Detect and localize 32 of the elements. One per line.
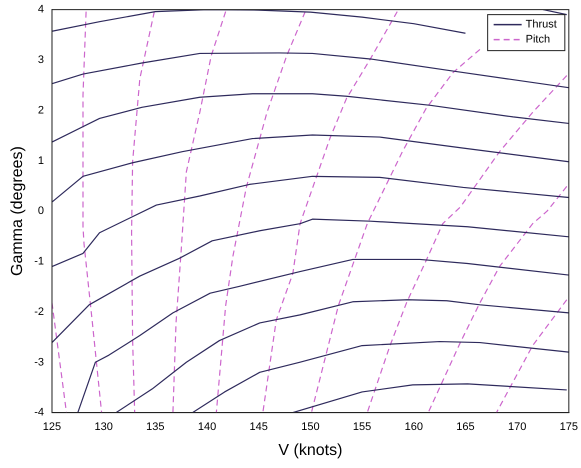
y-axis-title: Gamma (degrees) — [9, 146, 26, 276]
y-tick-label: 4 — [38, 4, 44, 16]
line-series — [216, 11, 306, 413]
legend-label: Pitch — [526, 34, 550, 46]
x-tick-label: 160 — [404, 421, 423, 434]
y-tick-label: -4 — [34, 406, 44, 419]
x-tick-label: 165 — [456, 421, 475, 434]
line-series — [262, 11, 398, 413]
line-series — [130, 11, 155, 413]
x-tick-label: 140 — [198, 421, 216, 434]
legend-label: Thrust — [526, 18, 557, 31]
x-tick-label: 145 — [250, 421, 268, 434]
line-series — [428, 186, 568, 413]
line-series — [172, 11, 226, 413]
x-tick-label: 175 — [560, 421, 578, 434]
x-axis-title: V (knots) — [278, 442, 342, 459]
line-series — [310, 48, 481, 413]
x-tick-label: 155 — [352, 421, 372, 434]
line-series — [82, 11, 102, 413]
y-tick-label: 2 — [38, 104, 44, 116]
y-tick-label: 0 — [38, 205, 44, 218]
y-tick-label: -3 — [34, 356, 44, 368]
x-tick-label: 130 — [94, 421, 113, 434]
x-tick-label: 135 — [146, 421, 165, 434]
line-series — [366, 74, 568, 413]
x-tick-label: 125 — [42, 421, 62, 434]
y-tick-label: -1 — [34, 256, 44, 268]
y-tick-label: 3 — [38, 54, 44, 66]
y-tick-label: -2 — [34, 306, 44, 318]
y-tick-label: 1 — [38, 154, 44, 167]
x-tick-label: 170 — [508, 421, 526, 434]
x-tick-label: 150 — [301, 421, 320, 434]
